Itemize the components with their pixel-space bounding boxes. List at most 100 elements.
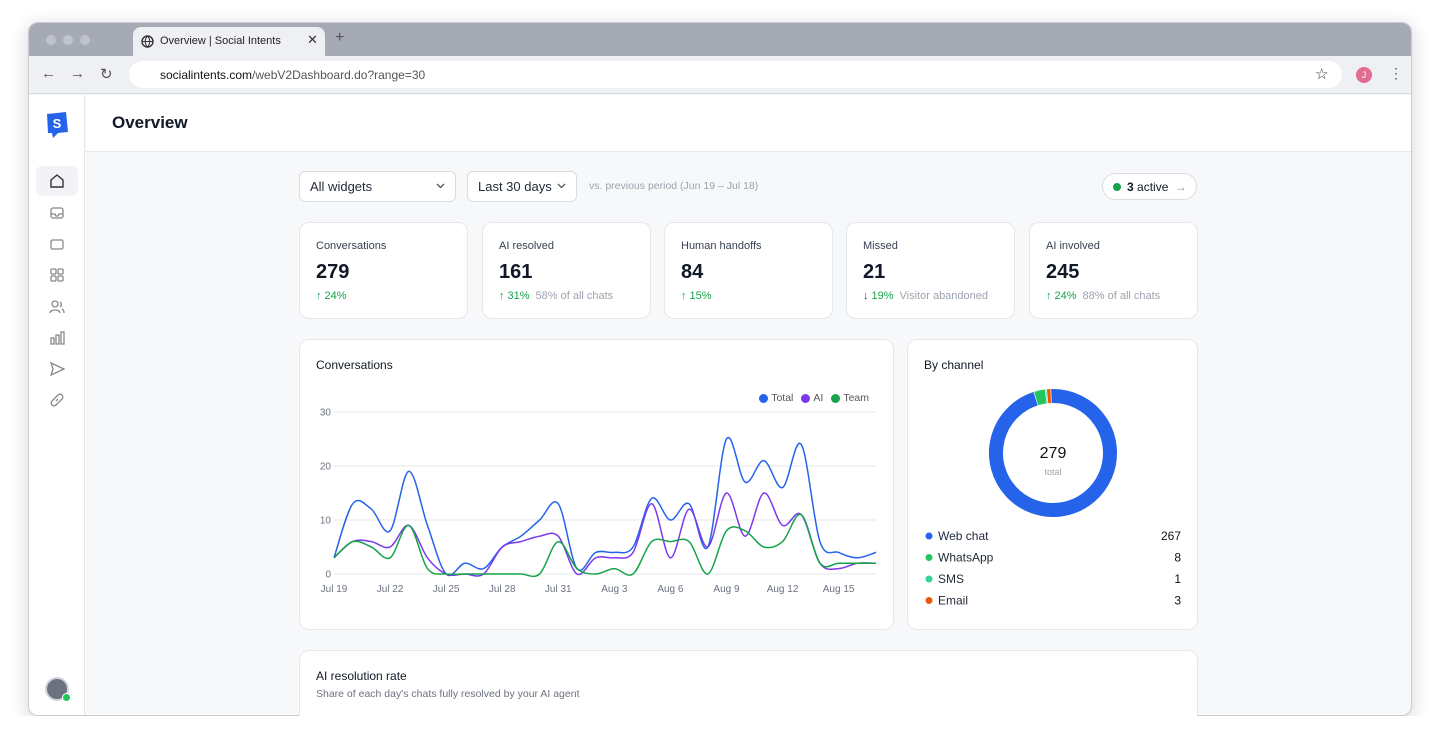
nav-tickets[interactable] bbox=[49, 236, 65, 252]
donut-chart: Web chat 267 WhatsApp 8 SMS 1 Email 3 279 total bbox=[925, 389, 1181, 608]
legend: Total AI Team bbox=[759, 392, 869, 404]
x-tick-label: Aug 6 bbox=[657, 584, 684, 595]
x-tick-label: Jul 19 bbox=[321, 584, 348, 595]
nav-apps[interactable] bbox=[49, 267, 65, 283]
tab[interactable]: Overview | Social Intents ✕ bbox=[133, 27, 325, 56]
profile-avatar[interactable]: J bbox=[1356, 67, 1372, 83]
legend-swatch bbox=[831, 393, 841, 403]
x-tick-label: Aug 15 bbox=[823, 584, 855, 595]
new-tab[interactable]: + bbox=[335, 29, 345, 46]
legend-label: SMS bbox=[938, 572, 964, 586]
url-path: /webV2Dashboard.do?range=30 bbox=[252, 68, 426, 82]
kpi-card: AI involved 245 ↑ 24% 88% of all chats bbox=[1029, 222, 1198, 319]
tab-bar: Overview | Social Intents ✕ + bbox=[29, 23, 1411, 56]
tab-title: Overview | Social Intents bbox=[160, 35, 281, 47]
reload[interactable]: ↻ bbox=[100, 66, 113, 83]
kpi-value: 84 bbox=[681, 261, 704, 283]
nav-inbox[interactable] bbox=[49, 205, 65, 221]
outer-bg bbox=[0, 716, 1440, 750]
widget-select-label: All widgets bbox=[310, 179, 373, 194]
nav-campaigns[interactable] bbox=[49, 361, 65, 377]
x-tick-label: Aug 9 bbox=[713, 584, 740, 595]
legend-value: 3 bbox=[1174, 594, 1181, 608]
legend-item: Team bbox=[831, 392, 869, 404]
channel-card: By channel Web chat 267 WhatsApp 8 SMS 1 Email… bbox=[907, 339, 1198, 630]
kpi-change: ↓ 19% Visitor abandoned bbox=[863, 290, 988, 302]
legend-item: AI bbox=[801, 392, 823, 404]
chevron bbox=[436, 183, 445, 189]
menu[interactable]: ⋮ bbox=[1389, 65, 1403, 81]
online-dot bbox=[62, 693, 71, 702]
window-dot bbox=[63, 35, 73, 45]
donut-total: 279 bbox=[1040, 445, 1067, 462]
kpi-label: AI involved bbox=[1046, 240, 1100, 252]
chart-title: Conversations bbox=[316, 358, 393, 372]
window-dot bbox=[46, 35, 56, 45]
active-dot bbox=[1113, 183, 1121, 191]
kpi-change: ↑ 24% bbox=[316, 290, 347, 302]
widget-select[interactable]: All widgets bbox=[299, 171, 456, 202]
legend-label: WhatsApp bbox=[938, 551, 994, 565]
url-bar[interactable]: socialintents.com/webV2Dashboard.do?rang… bbox=[129, 61, 1342, 88]
kpi-label: AI resolved bbox=[499, 240, 555, 252]
sidebar: S bbox=[29, 95, 85, 715]
y-tick-label: 0 bbox=[325, 570, 331, 581]
kpi-card: Conversations 279 ↑ 24% bbox=[299, 222, 468, 319]
kpi-label: Missed bbox=[863, 240, 898, 252]
y-tick-label: 10 bbox=[320, 516, 332, 527]
range-select[interactable]: Last 30 days bbox=[467, 171, 577, 202]
legend-value: 267 bbox=[1161, 529, 1181, 543]
kpi-arrow: ↑ bbox=[681, 290, 687, 302]
x-tick-label: Aug 12 bbox=[767, 584, 799, 595]
series-line bbox=[333, 513, 876, 578]
nav-home[interactable] bbox=[49, 173, 65, 189]
chart-title: By channel bbox=[924, 358, 984, 372]
kpi-note: 58% of all chats bbox=[535, 290, 614, 302]
nav-contacts[interactable] bbox=[49, 299, 65, 315]
kpi-arrow: ↑ bbox=[499, 290, 505, 302]
nav-reports[interactable] bbox=[49, 330, 65, 346]
kpi-value: 21 bbox=[863, 261, 886, 283]
back[interactable]: ← bbox=[41, 65, 56, 82]
legend-swatch bbox=[801, 393, 811, 403]
kpi-value: 161 bbox=[499, 261, 533, 283]
legend-label: Team bbox=[843, 392, 869, 404]
kpi-arrow: ↑ bbox=[316, 290, 322, 302]
legend-item: Total bbox=[759, 392, 793, 404]
legend-swatch bbox=[925, 532, 933, 540]
nav-integrations[interactable] bbox=[49, 392, 65, 408]
line-chart: 0 10 20 30 Jul 19 Jul 22 Jul 25 Jul 28 Jul 31 Aug… bbox=[320, 408, 877, 595]
x-tick-label: Jul 22 bbox=[377, 584, 404, 595]
y-tick-label: 20 bbox=[320, 462, 332, 473]
donut-slice bbox=[989, 389, 1117, 517]
forward[interactable]: → bbox=[70, 65, 85, 82]
window-dot bbox=[80, 35, 90, 45]
comparison: vs. previous period (Jun 19 – Jul 18) bbox=[589, 180, 759, 192]
legend-label: Web chat bbox=[938, 529, 989, 543]
kpi-change-value: 24% bbox=[324, 290, 347, 302]
page-title: Overview bbox=[112, 113, 188, 132]
url-host: socialintents.com bbox=[160, 68, 253, 82]
x-tick-label: Aug 3 bbox=[601, 584, 628, 595]
kpi-card: Human handoffs 84 ↑ 15% bbox=[664, 222, 833, 319]
kpi-arrow: ↑ bbox=[1046, 290, 1052, 302]
legend-swatch bbox=[925, 597, 933, 604]
kpi-card: AI resolved 161 ↑ 31% 58% of all chats bbox=[482, 222, 651, 319]
active-pill[interactable]: 3 active → bbox=[1102, 173, 1197, 200]
tab-close[interactable]: ✕ bbox=[307, 32, 318, 47]
kpi-change: ↑ 24% 88% of all chats bbox=[1046, 290, 1160, 302]
conversations-card: Conversations Total AI Team 0 10 20 30 Jul 19 J… bbox=[299, 339, 894, 630]
legend-label: Email bbox=[938, 594, 968, 608]
bookmark[interactable]: ☆ bbox=[1315, 66, 1329, 83]
series-line bbox=[333, 436, 877, 577]
active-label: active bbox=[1137, 180, 1169, 194]
range-select-label: Last 30 days bbox=[478, 179, 552, 194]
kpi-change: ↑ 31% 58% of all chats bbox=[499, 290, 613, 302]
nav-active[interactable] bbox=[36, 166, 78, 196]
legend-swatch bbox=[925, 554, 933, 561]
svg-text:S: S bbox=[53, 116, 62, 131]
x-tick-label: Jul 31 bbox=[545, 584, 572, 595]
x-tick-label: Jul 28 bbox=[489, 584, 516, 595]
y-tick-label: 30 bbox=[320, 408, 332, 419]
